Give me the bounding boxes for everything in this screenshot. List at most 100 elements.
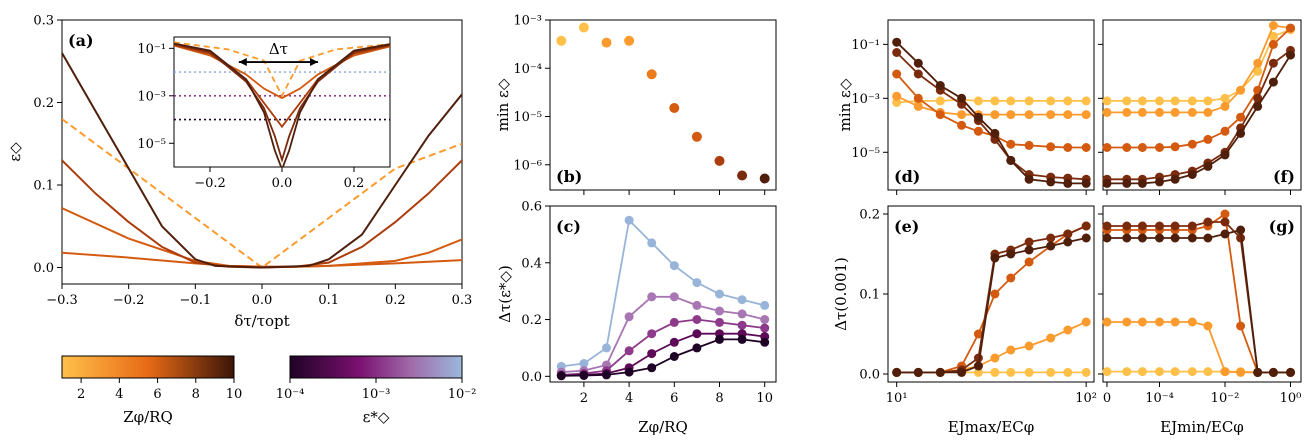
panel-d-point <box>1081 178 1091 188</box>
panel-d-point <box>957 110 967 120</box>
panel-f-point <box>1268 77 1278 87</box>
panel-c-point <box>737 320 747 330</box>
panel-c-point <box>715 306 724 316</box>
colorbar-zphi-tick-label: 10 <box>226 387 243 402</box>
panel-d-point <box>1024 110 1034 120</box>
panel-g-label: (g) <box>1269 217 1295 236</box>
panel-a-xtick-label: 0.3 <box>452 293 473 308</box>
colorbar-zphi-tick-label: 8 <box>192 387 200 402</box>
panel-b-label: (b) <box>556 167 582 186</box>
panel-b-point <box>556 35 567 46</box>
inset-series-0 <box>174 41 390 98</box>
inset-arrowhead-left <box>238 58 247 67</box>
panel-e-point <box>1006 249 1016 259</box>
panel-g-series-3 <box>1107 221 1291 374</box>
panel-g-point <box>1102 367 1112 377</box>
panel-e-point <box>1046 241 1056 251</box>
panel-b-point <box>691 131 702 142</box>
panel-a-xtick-label: 0.2 <box>385 293 406 308</box>
panel-c-point <box>760 323 770 333</box>
panel-c-xtick-label: 2 <box>580 391 588 406</box>
panel-c-point <box>579 359 589 368</box>
inset-series-4 <box>174 42 390 167</box>
panel-c-point <box>624 367 634 377</box>
panel-c-ytick-label: 0.2 <box>521 313 542 328</box>
panel-c-point <box>647 363 657 373</box>
panel-c-xtick-label: 6 <box>670 391 678 406</box>
panel-f-point <box>1187 139 1197 149</box>
panel-c-point <box>715 317 724 327</box>
panel-b-point <box>737 170 748 181</box>
panel-b-point <box>714 155 725 166</box>
panel-e-point <box>1046 333 1056 343</box>
panel-d-ytick-label: 10⁻¹ <box>851 38 880 53</box>
panel-d-point <box>1024 96 1034 106</box>
panel-g-point <box>1253 367 1263 377</box>
panel-g-point <box>1220 209 1230 219</box>
panel-f-point <box>1122 107 1132 117</box>
panel-e-point <box>1063 367 1073 377</box>
panel-d-point <box>973 96 983 106</box>
panel-e-point <box>1024 245 1034 255</box>
panel-e-point <box>990 253 1000 263</box>
panel-c-series-3 <box>561 332 765 377</box>
panel-g-point <box>1137 233 1147 243</box>
panel-d-point <box>913 93 923 103</box>
panel-b-ytick-label: 10⁻⁴ <box>513 62 542 77</box>
panel-f-point <box>1220 126 1230 136</box>
panel-g-point <box>1102 317 1112 327</box>
panel-d-point <box>935 110 945 120</box>
colorbar-eps <box>289 355 463 379</box>
panel-g-point <box>1155 367 1164 377</box>
panel-f-point <box>1268 39 1278 49</box>
panel-b-ytick-label: 10⁻⁶ <box>513 158 542 173</box>
panel-d-point <box>1063 143 1073 152</box>
panel-c-point <box>760 337 770 347</box>
panel-d-point <box>1024 140 1034 150</box>
panel-f-point <box>1122 96 1132 106</box>
panel-g-point <box>1236 367 1246 377</box>
panel-e-ytick-label: 0.2 <box>859 208 880 223</box>
panel-e-xtick-label: 10² <box>1075 391 1097 406</box>
panel-f-point <box>1268 58 1278 68</box>
panel-g-point <box>1220 217 1230 227</box>
inset-arrowhead-right <box>310 58 318 67</box>
panel-f-point <box>1170 142 1180 152</box>
panel-e-point <box>1081 367 1091 377</box>
panel-c-point <box>669 317 679 327</box>
panel-e-point <box>913 367 923 377</box>
panel-c-point <box>669 292 679 302</box>
panel-b-point <box>578 22 589 33</box>
panel-b-frame <box>549 19 777 191</box>
panel-d-point <box>1006 96 1016 106</box>
panel-c-xtick-label: 8 <box>715 391 723 406</box>
panel-e-point <box>1081 221 1091 231</box>
panel-f-point <box>1203 134 1213 144</box>
panel-d-ylabel: min ε◇ <box>836 78 854 131</box>
panel-e-point <box>1024 237 1034 247</box>
panel-f-point <box>1170 96 1180 106</box>
panel-g-point <box>1137 221 1147 231</box>
panel-f-point <box>1220 150 1230 160</box>
panel-c-xtick-label: 10 <box>756 391 773 406</box>
panel-f-point <box>1137 178 1147 188</box>
panel-c-point <box>692 300 702 310</box>
panel-e-point <box>1063 237 1073 247</box>
panel-d-point <box>892 91 902 101</box>
panel-e-point <box>973 367 983 377</box>
panel-g-point <box>1137 367 1147 377</box>
panel-f-label: (f) <box>1273 167 1295 186</box>
panel-g-point <box>1203 217 1213 227</box>
panel-e-point <box>1046 367 1056 377</box>
colorbar-eps-tick-label: 10⁻³ <box>362 387 391 402</box>
panel-c-point <box>556 371 566 381</box>
panel-g-point <box>1203 233 1213 243</box>
panel-d-point <box>1006 155 1016 165</box>
panel-c-point <box>647 292 657 302</box>
panel-e-xtick-label: 10¹ <box>886 391 908 406</box>
panel-c-point <box>692 315 702 324</box>
panel-b-ytick-label: 10⁻⁵ <box>513 110 542 125</box>
panel-c-label: (c) <box>556 217 581 236</box>
inset-frame <box>173 36 391 168</box>
panel-g-point <box>1170 233 1180 243</box>
